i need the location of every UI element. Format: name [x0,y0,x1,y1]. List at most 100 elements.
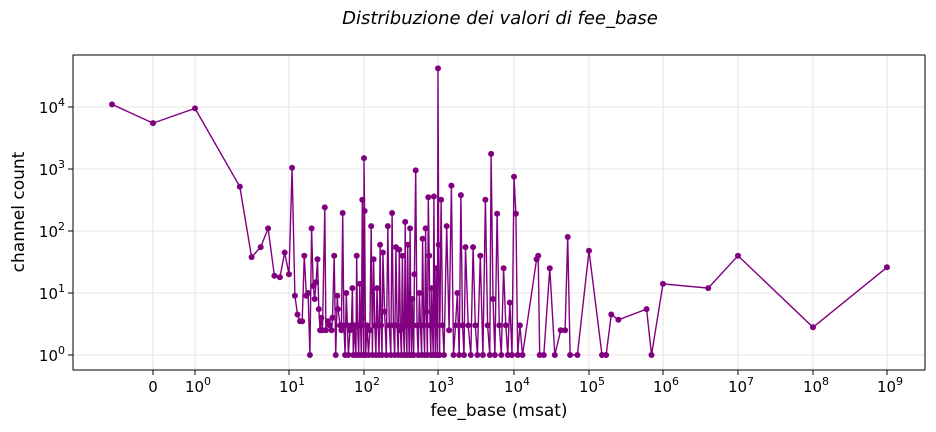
data-point [536,352,543,358]
data-point [435,65,441,72]
data-point [490,296,496,302]
data-point [567,352,574,358]
data-point [540,352,547,358]
data-point [329,314,336,321]
data-point [551,352,558,358]
data-point [433,265,439,272]
data-point [257,244,264,251]
data-point [504,352,511,358]
data-point [436,352,443,358]
x-tick-label: 107 [728,375,754,396]
data-point [412,167,419,174]
data-point [419,235,426,242]
data-point [339,210,346,216]
data-point [356,280,363,287]
data-point [315,306,322,313]
data-point [426,252,433,259]
x-tick-label: 101 [279,375,305,396]
data-point [396,246,403,253]
plot-frame [72,54,926,371]
data-point [599,352,605,358]
data-point [311,296,318,302]
y-axis-ticks: 100 101 102 103 104 [39,96,73,365]
data-point [459,322,466,329]
data-point [379,249,386,256]
data-point [586,247,592,254]
data-point [349,285,356,292]
x-tick-label: 106 [653,375,679,396]
data-point [423,308,430,315]
data-point [281,249,288,256]
data-point [384,223,391,230]
data-point [810,324,816,331]
data-point [564,234,571,240]
data-point [394,322,401,329]
data-point [496,322,503,329]
data-point [347,327,353,334]
data-point [429,322,436,329]
data-point [357,322,364,329]
data-point [409,296,416,302]
data-point [472,322,479,329]
data-point [326,322,333,329]
data-point [494,210,501,217]
data-point [705,285,712,292]
data-point [438,196,445,203]
data-point [322,327,329,334]
data-point [318,314,325,321]
data-point [514,352,521,358]
data-point [450,352,457,358]
data-point [648,352,655,358]
data-point [416,290,423,296]
data-point [359,196,366,203]
data-point [360,314,366,321]
plot-area [109,65,890,358]
data-point [331,252,338,259]
data-point [328,327,335,334]
x-tick-label: 109 [877,375,903,396]
y-tick-label: 101 [39,282,65,303]
data-point [383,352,390,358]
x-tick-label: 102 [354,375,380,396]
x-tick-label: 108 [803,375,829,396]
data-point [345,352,352,358]
data-point [422,225,429,232]
data-point [150,120,156,127]
data-point [457,192,464,199]
data-point [334,292,341,299]
data-point [308,225,315,232]
y-tick-label: 103 [39,158,65,179]
data-point [364,322,371,329]
data-point [305,290,312,296]
data-point [286,271,292,278]
data-point [502,322,509,329]
data-point [446,327,453,334]
data-point [407,225,414,232]
data-point [361,208,368,214]
x-tick-label: 104 [504,375,530,396]
data-point [192,105,198,112]
data-point [271,272,278,279]
data-point [488,150,495,157]
data-point [399,252,406,259]
data-point [465,322,472,329]
data-point [500,265,507,272]
data-point [109,101,115,108]
data-point [443,223,450,230]
data-point [608,311,615,318]
data-point [482,196,489,203]
data-point [370,256,377,263]
data-point [366,327,373,334]
chart-title: Distribuzione dei valori di fee_base [342,8,658,29]
data-point [236,183,243,190]
data-point [291,292,298,299]
y-tick-label: 100 [39,344,65,365]
data-point [452,322,459,329]
data-point [516,322,523,329]
data-point [467,352,474,358]
data-point [512,210,519,217]
data-point [265,225,272,232]
data-point [603,352,610,358]
data-point [511,173,517,180]
y-tick-label: 104 [39,96,65,117]
